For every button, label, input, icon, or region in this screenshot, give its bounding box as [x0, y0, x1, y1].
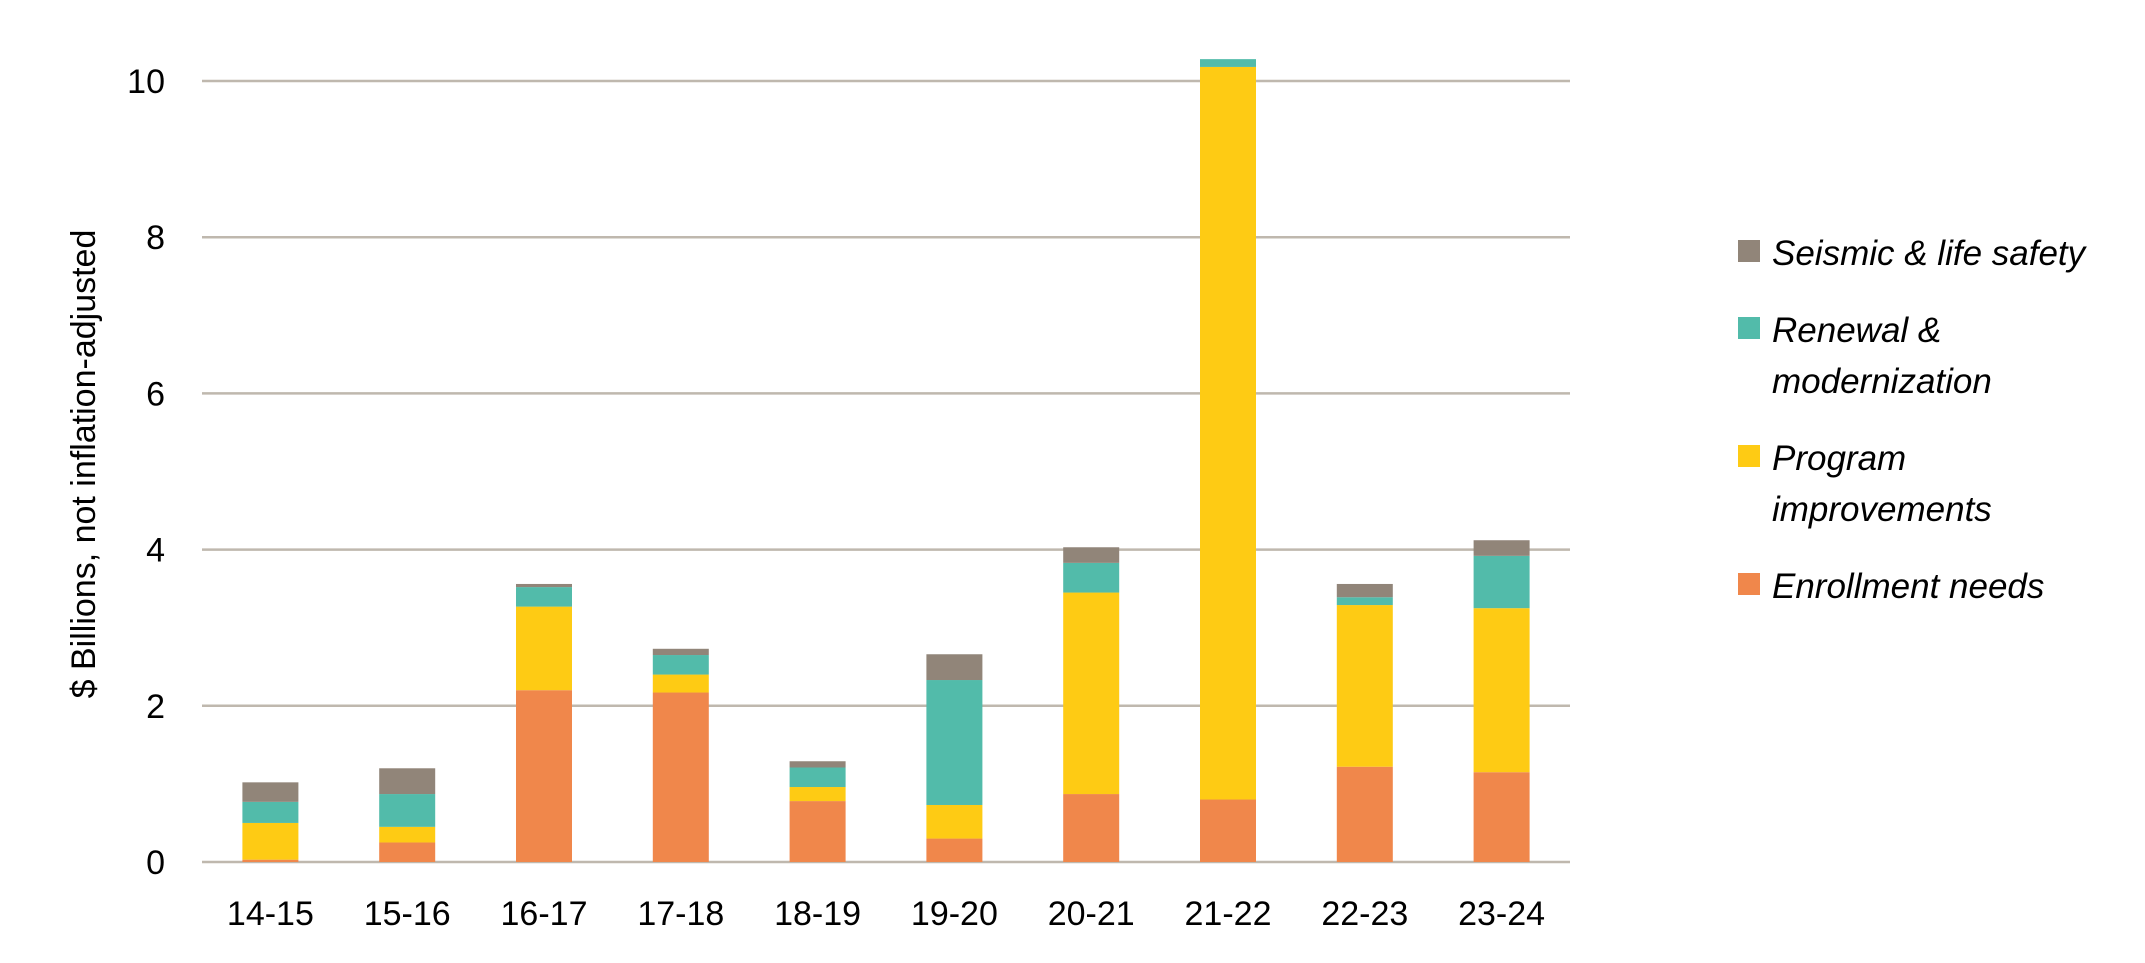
- legend-item: Program improvements: [1738, 433, 2118, 535]
- y-tick-label: 2: [146, 688, 165, 726]
- legend-item: Enrollment needs: [1738, 561, 2118, 612]
- bar-segment: [1336, 766, 1393, 862]
- legend-label: Renewal & modernization: [1772, 311, 1992, 401]
- legend: Seismic & life safety Renewal & moderniza…: [1738, 228, 2118, 638]
- bar-segment: [926, 680, 983, 805]
- x-tick-label: 16-17: [501, 895, 588, 933]
- bar-segment: [379, 794, 436, 827]
- y-tick-label: 10: [127, 63, 165, 101]
- bar-segment: [1473, 772, 1530, 862]
- bar-segment: [1200, 66, 1256, 800]
- y-tick-label: 0: [146, 844, 165, 882]
- bar-segment: [652, 674, 709, 693]
- legend-swatch: [1738, 445, 1760, 467]
- bar-segment: [1063, 562, 1120, 593]
- x-tick-label: 17-18: [637, 895, 724, 933]
- bar-segment: [516, 606, 572, 691]
- bar-segment: [516, 587, 572, 607]
- bar-segment: [242, 822, 299, 860]
- bar-segment: [1473, 540, 1530, 556]
- bar-segment: [1063, 794, 1120, 862]
- bar-segment: [652, 648, 709, 656]
- legend-label: Seismic & life safety: [1772, 234, 2086, 273]
- bar-segment: [1063, 547, 1120, 563]
- bar-segment: [1336, 583, 1393, 598]
- bar-segment: [242, 801, 299, 823]
- bar-segment: [1473, 555, 1530, 609]
- bar-segment: [1200, 59, 1256, 67]
- y-tick-labels: 0 2 4 6 8 10: [127, 63, 165, 882]
- x-tick-labels: 14-15 15-16 16-17 17-18 18-19 19-20 20-21 21-22…: [227, 895, 1545, 933]
- y-tick-label: 4: [146, 532, 165, 570]
- legend-swatch: [1738, 317, 1760, 339]
- bar-segment: [789, 787, 846, 802]
- bar-segment: [1336, 597, 1393, 606]
- bar-segment: [379, 826, 436, 843]
- y-tick-label: 8: [146, 219, 165, 257]
- x-tick-label: 22-23: [1321, 895, 1408, 933]
- x-tick-label: 21-22: [1185, 895, 1272, 933]
- x-tick-label: 19-20: [911, 895, 998, 933]
- legend-item: Renewal & modernization: [1738, 305, 2118, 407]
- bar-segment: [926, 804, 983, 839]
- bar-segment: [789, 767, 846, 788]
- legend-item: Seismic & life safety: [1738, 228, 2118, 279]
- legend-swatch: [1738, 573, 1760, 595]
- bar-segment: [1473, 608, 1530, 773]
- bar-segment: [1063, 592, 1120, 795]
- x-tick-label: 15-16: [364, 895, 451, 933]
- legend-label: Enrollment needs: [1772, 567, 2045, 606]
- bar-segment: [652, 655, 709, 675]
- bar-segment: [789, 761, 846, 768]
- bar-segment: [926, 838, 983, 862]
- legend-swatch: [1738, 240, 1760, 262]
- bar-segment: [1200, 799, 1256, 862]
- bar-segment: [379, 842, 436, 862]
- bar-segment: [242, 782, 299, 802]
- x-tick-label: 20-21: [1048, 895, 1135, 933]
- bar-segment: [652, 692, 709, 862]
- bar-segment: [789, 801, 846, 862]
- bars: [242, 59, 1530, 862]
- bar-segment: [1336, 605, 1393, 767]
- bar-segment: [516, 690, 572, 862]
- x-tick-label: 23-24: [1458, 895, 1545, 933]
- y-tick-label: 6: [146, 375, 165, 413]
- y-axis-title: $ Billions, not inflation-adjusted: [65, 230, 103, 699]
- legend-label: Program improvements: [1772, 439, 1992, 529]
- bar-segment: [516, 583, 572, 588]
- x-tick-label: 14-15: [227, 895, 314, 933]
- bar-segment: [379, 768, 436, 795]
- x-tick-label: 18-19: [774, 895, 861, 933]
- bar-segment: [926, 654, 983, 681]
- bar-segment: [242, 859, 299, 862]
